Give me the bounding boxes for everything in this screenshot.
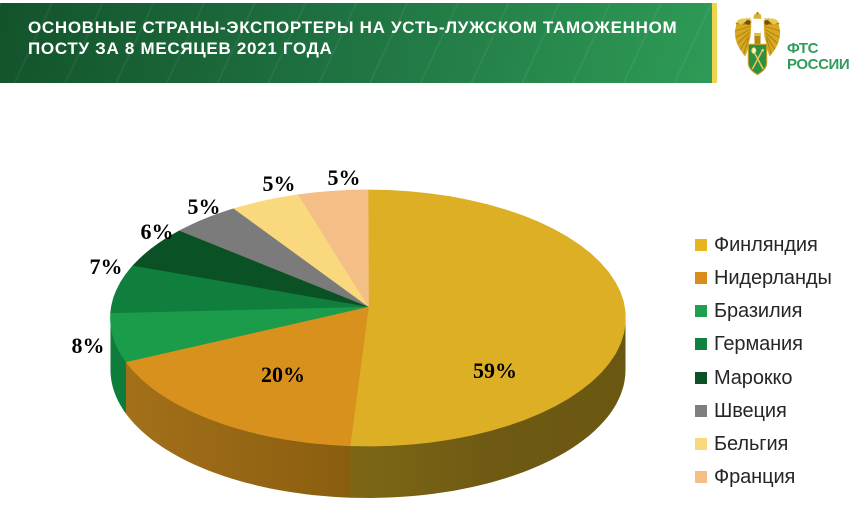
svg-text:5%: 5% (188, 194, 221, 219)
svg-text:20%: 20% (261, 362, 305, 387)
svg-text:8%: 8% (72, 333, 105, 358)
svg-text:5%: 5% (263, 171, 296, 196)
svg-text:7%: 7% (90, 254, 123, 279)
svg-text:59%: 59% (473, 358, 517, 383)
svg-text:5%: 5% (328, 165, 361, 190)
svg-text:6%: 6% (141, 219, 174, 244)
